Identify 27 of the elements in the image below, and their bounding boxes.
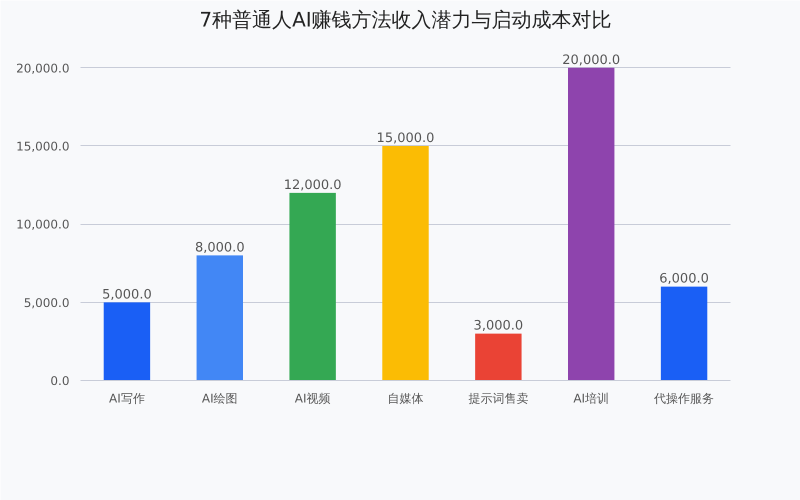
bar [475, 334, 522, 380]
bar [104, 302, 150, 380]
data-label: 20,000.0 [562, 52, 620, 68]
x-tick-label: 自媒体 [388, 392, 424, 406]
x-tick-label: 提示词售卖 [468, 392, 528, 406]
bar [289, 192, 336, 380]
data-label: 8,000.0 [194, 240, 245, 256]
bar [660, 286, 708, 380]
x-tick-label: 代操作服务 [653, 392, 714, 406]
y-tick-label: 20,000.0 [16, 61, 70, 76]
bar [382, 146, 429, 380]
x-tick-label: AI培训 [573, 392, 610, 406]
y-tick-label: 10,000.0 [16, 218, 70, 232]
chart-title: 7种普通人AI赚钱方法收入潜力与启动成本对比 [199, 8, 612, 32]
y-tick-label: 5,000.0 [24, 296, 70, 310]
bar [568, 68, 614, 380]
x-tick-label: AI视频 [294, 392, 331, 406]
x-tick-label: AI绘图 [202, 392, 238, 406]
data-label: 3,000.0 [474, 318, 524, 334]
data-label: 6,000.0 [659, 272, 709, 287]
x-tick-label: AI写作 [109, 392, 145, 406]
data-label: 5,000.0 [102, 287, 152, 302]
y-tick-label: 0.0 [50, 374, 70, 388]
y-tick-label: 15,000.0 [16, 139, 70, 154]
data-label: 12,000.0 [284, 178, 342, 193]
data-label: 15,000.0 [376, 130, 434, 146]
bar [196, 255, 243, 380]
